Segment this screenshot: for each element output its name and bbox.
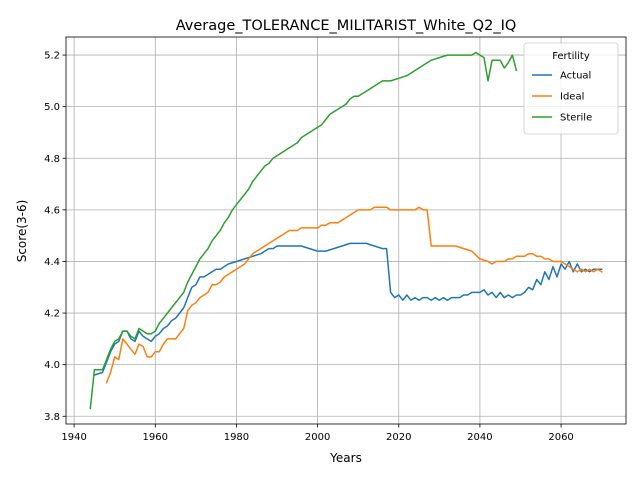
series-line-ideal — [105, 206, 603, 384]
x-tick-label: 2040 — [467, 432, 492, 443]
x-tick-label: 2020 — [386, 432, 411, 443]
series-line-sterile — [89, 51, 518, 410]
series-line-actual — [93, 242, 603, 376]
y-tick-label: 3.8 — [44, 412, 60, 423]
y-tick-label: 4.0 — [44, 360, 60, 371]
legend: Fertility Actual Ideal Sterile — [523, 42, 619, 135]
legend-box — [523, 42, 619, 135]
y-tick-label: 5.0 — [44, 102, 60, 113]
legend-label-ideal: Ideal — [560, 92, 584, 103]
x-tick-label: 1980 — [224, 432, 249, 443]
y-tick-label: 4.6 — [44, 205, 60, 216]
y-tick-label: 4.8 — [44, 154, 60, 165]
legend-title: Fertility — [552, 51, 590, 62]
series-lines — [89, 51, 603, 410]
y-tick-label: 5.2 — [44, 51, 60, 62]
legend-label-sterile: Sterile — [560, 113, 592, 124]
x-axis-label: Years — [329, 451, 362, 465]
y-axis-ticks: 3.8 4.0 4.2 4.4 4.6 4.8 5.0 5.2 — [44, 51, 66, 423]
legend-label-actual: Actual — [560, 71, 591, 82]
chart-title: Average_TOLERANCE_MILITARIST_White_Q2_IQ — [176, 18, 517, 34]
y-tick-label: 4.4 — [44, 257, 60, 268]
x-tick-label: 2000 — [305, 432, 330, 443]
plot-area-frame — [65, 36, 627, 425]
y-axis-label: Score(3-6) — [15, 200, 29, 263]
x-tick-label: 2060 — [548, 432, 573, 443]
x-tick-label: 1960 — [143, 432, 168, 443]
y-tick-label: 4.2 — [44, 309, 60, 320]
x-axis-ticks: 1940 1960 1980 2000 2020 2040 2060 — [61, 424, 574, 443]
x-tick-label: 1940 — [61, 432, 86, 443]
